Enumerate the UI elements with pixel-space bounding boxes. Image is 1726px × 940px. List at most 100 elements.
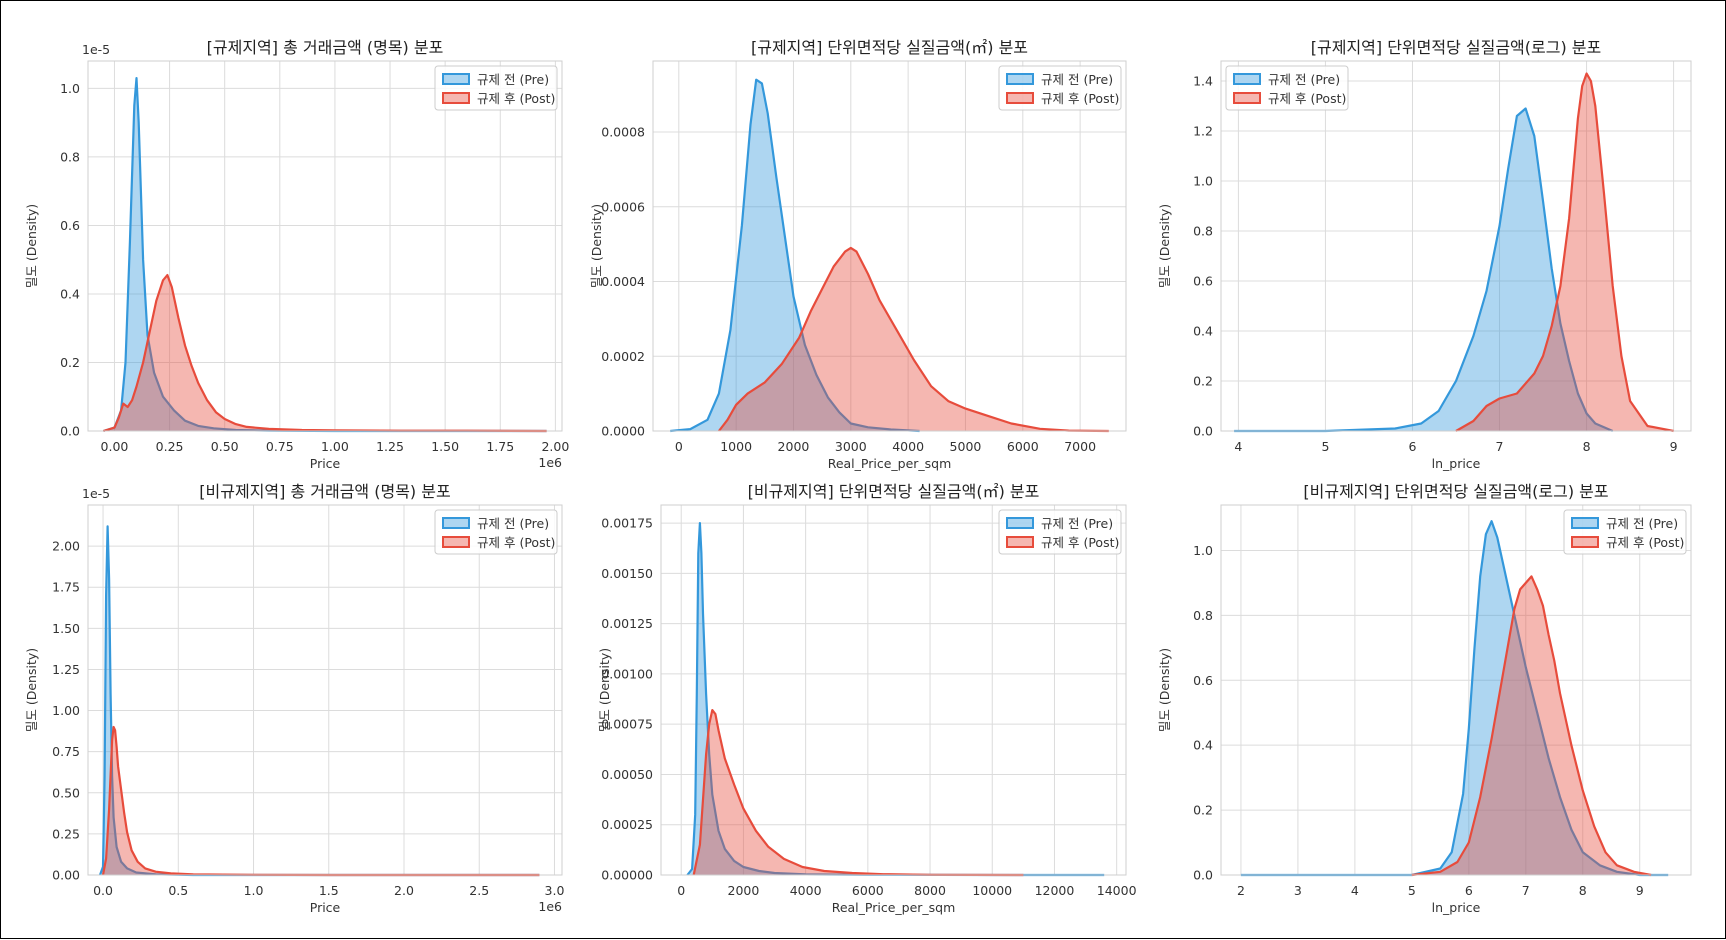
- x-tick-label: 0.75: [266, 439, 294, 454]
- legend-swatch: [1006, 73, 1034, 85]
- chart-title: [규제지역] 단위면적당 실질금액(로그) 분포: [1311, 38, 1601, 57]
- legend-swatch: [442, 536, 470, 548]
- legend-label: 규제 전 (Pre): [1041, 72, 1113, 87]
- series-area-pre: [100, 526, 540, 875]
- y-tick-label: 1.0: [1193, 174, 1213, 189]
- legend: 규제 전 (Pre) 규제 후 (Post): [1225, 65, 1349, 111]
- x-tick-label: 4: [1234, 439, 1242, 454]
- y-tick-label: 0.00125: [601, 616, 653, 631]
- x-tick-label: 6000: [852, 883, 884, 898]
- y-axis-label: 밀도 (Density): [589, 204, 604, 288]
- series-area-pre: [1240, 521, 1669, 875]
- x-axis-label: Price: [310, 900, 341, 915]
- series-line-post: [1455, 72, 1674, 433]
- y-tick-label: 0.8: [1193, 224, 1213, 239]
- plot-frame: [1220, 60, 1692, 432]
- x-tick-label: 2.5: [469, 883, 489, 898]
- y-tick-label: 0.6: [1193, 673, 1213, 688]
- plot-frame: [652, 60, 1127, 432]
- x-tick-label: 1.0: [244, 883, 264, 898]
- series-area-post: [1411, 576, 1652, 875]
- y-tick-label: 1.50: [52, 621, 80, 636]
- legend-label: 규제 후 (Post): [477, 535, 555, 550]
- legend: 규제 전 (Pre) 규제 후 (Post): [434, 65, 558, 111]
- legend-swatch: [1571, 517, 1599, 529]
- x-tick-label: 1000: [720, 439, 752, 454]
- series-area-post: [693, 710, 1024, 875]
- x-tick-label: 9: [1636, 883, 1644, 898]
- y-tick-label: 0.0: [1193, 424, 1213, 439]
- x-tick-label: 3000: [835, 439, 867, 454]
- plot-frame: [87, 60, 563, 432]
- legend-label: 규제 전 (Pre): [477, 516, 549, 531]
- series-area-post: [103, 727, 540, 875]
- x-tick-label: 8000: [914, 883, 946, 898]
- x-tick-label: 2000: [728, 883, 760, 898]
- series-area-pre: [103, 78, 547, 431]
- legend-swatch: [442, 92, 470, 104]
- x-offset-label: 1e6: [538, 899, 562, 914]
- y-axis-label: 밀도 (Density): [24, 204, 39, 288]
- x-tick-label: 0: [677, 883, 685, 898]
- y-offset-label: 1e-5: [82, 486, 110, 501]
- y-tick-label: 0.0000: [601, 424, 645, 439]
- y-tick-label: 0.0: [60, 424, 80, 439]
- legend-label: 규제 후 (Post): [477, 91, 555, 106]
- chart-panel-6: 2 3 4 5 6 7 8 9 0.0 0.2 0.4 0.6 0.8 1.0 [비규제지역] 단위면적당 …: [1157, 482, 1692, 915]
- chart-panel-4: 0.0 0.5 1.0 1.5 2.0 2.5 3.0 0.00 0.25 0.50 0.75 1.0…: [24, 482, 564, 915]
- y-tick-label: 1.4: [1193, 74, 1213, 89]
- y-tick-label: 1.00: [52, 703, 80, 718]
- x-tick-label: 9: [1670, 439, 1678, 454]
- x-offset-label: 1e6: [538, 455, 562, 470]
- legend: 규제 전 (Pre) 규제 후 (Post): [434, 509, 558, 555]
- x-tick-label: 10000: [972, 883, 1012, 898]
- y-axis-label: 밀도 (Density): [24, 648, 39, 732]
- y-tick-label: 0.8: [1193, 608, 1213, 623]
- y-tick-label: 1.25: [52, 662, 80, 677]
- series-line-pre: [103, 77, 547, 433]
- series-line-pre: [686, 522, 1105, 877]
- x-tick-label: 4000: [790, 883, 822, 898]
- x-tick-label: 0.00: [101, 439, 129, 454]
- x-tick-label: 4: [1351, 883, 1359, 898]
- legend-swatch: [1006, 92, 1034, 104]
- plot-frame: [1220, 504, 1692, 876]
- x-tick-label: 7000: [1064, 439, 1096, 454]
- y-tick-label: 0.00175: [601, 516, 653, 531]
- y-tick-label: 0.75: [52, 744, 80, 759]
- x-tick-label: 1.25: [376, 439, 404, 454]
- legend-label: 규제 전 (Pre): [1041, 516, 1113, 531]
- y-tick-label: 0.00000: [601, 868, 653, 883]
- y-tick-label: 0.00025: [601, 817, 653, 832]
- series-area-post: [103, 275, 547, 431]
- y-tick-label: 0.25: [52, 826, 80, 841]
- legend-swatch: [1006, 517, 1034, 529]
- x-tick-label: 1.50: [431, 439, 459, 454]
- x-axis-label: Real_Price_per_sqm: [832, 900, 956, 915]
- x-tick-label: 0.0: [93, 883, 113, 898]
- y-tick-label: 0.00100: [601, 666, 653, 681]
- y-tick-label: 0.2: [1193, 803, 1213, 818]
- x-tick-label: 2.0: [394, 883, 414, 898]
- legend-label: 규제 후 (Post): [1268, 91, 1346, 106]
- x-tick-label: 6: [1409, 439, 1417, 454]
- legend-label: 규제 후 (Post): [1041, 91, 1119, 106]
- x-tick-label: 6000: [1007, 439, 1039, 454]
- series-line-post: [718, 246, 1109, 433]
- x-tick-label: 3.0: [545, 883, 565, 898]
- y-axis-label: 밀도 (Density): [1157, 648, 1172, 732]
- y-tick-label: 1.0: [60, 81, 80, 96]
- y-offset-label: 1e-5: [82, 42, 110, 57]
- y-tick-label: 0.0002: [601, 349, 645, 364]
- chart-panel-3: 4 5 6 7 8 9 0.0 0.2 0.4 0.6 0.8 1.0 1.2 1.4 [규제지역] 단위면…: [1157, 38, 1692, 471]
- legend-label: 규제 전 (Pre): [1268, 72, 1340, 87]
- x-tick-label: 1.5: [319, 883, 339, 898]
- chart-title: [비규제지역] 단위면적당 실질금액(㎡) 분포: [748, 482, 1040, 501]
- y-axis-label: 밀도 (Density): [1157, 204, 1172, 288]
- legend-swatch: [1233, 73, 1261, 85]
- legend-label: 규제 전 (Pre): [477, 72, 549, 87]
- x-tick-label: 6: [1465, 883, 1473, 898]
- x-tick-label: 2: [1237, 883, 1245, 898]
- x-axis-label: Price: [310, 456, 341, 471]
